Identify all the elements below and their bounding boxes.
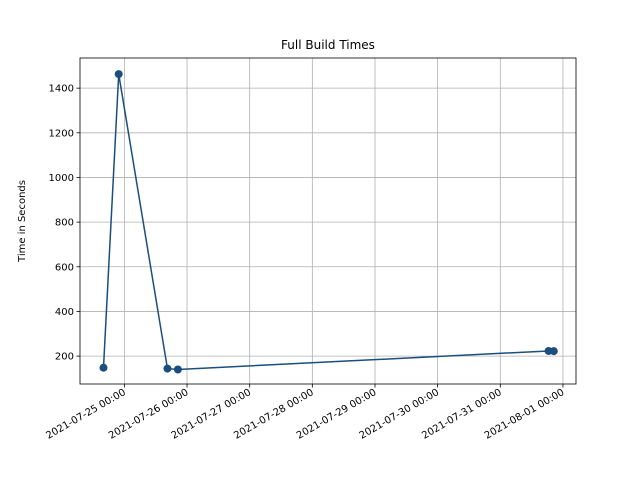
y-tick-label: 800 <box>55 218 74 229</box>
y-tick-label: 400 <box>55 307 74 318</box>
chart-title: Full Build Times <box>281 38 375 52</box>
grid-lines <box>80 58 576 384</box>
y-axis-label: Time in Seconds <box>17 180 28 263</box>
plot-frame <box>79 57 577 385</box>
y-tick-label: 1400 <box>49 84 74 95</box>
data-point <box>114 70 123 79</box>
data-point <box>163 364 172 373</box>
data-point <box>549 347 558 356</box>
series-layer <box>99 70 558 374</box>
y-tick-label: 200 <box>55 352 74 363</box>
data-point <box>99 363 108 372</box>
y-tick-label: 1200 <box>49 128 74 139</box>
y-tick-label: 1000 <box>49 173 74 184</box>
data-point <box>173 365 182 374</box>
y-tick-label: 600 <box>55 262 74 273</box>
